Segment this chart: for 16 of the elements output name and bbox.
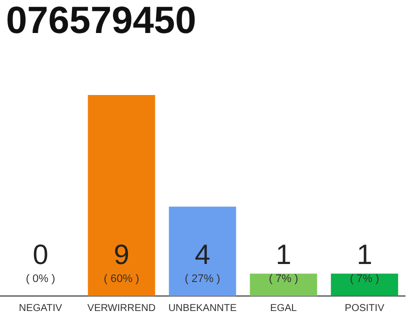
data-label: 9 — [114, 239, 130, 270]
x-tick-label: POSITIV — [344, 302, 385, 314]
x-tick-label: EGAL — [270, 302, 298, 314]
annotation: ( 27% ) — [184, 273, 220, 286]
chart-title: 076579450 — [6, 0, 196, 43]
annotation: ( 7% ) — [350, 273, 380, 286]
data-label: 1 — [276, 239, 292, 270]
annotation: ( 7% ) — [268, 273, 298, 286]
data-label: 1 — [356, 239, 372, 270]
annotation: ( 0% ) — [26, 273, 56, 286]
annotation: ( 60% ) — [104, 273, 140, 286]
x-tick-label: UNBEKANNTE — [168, 302, 237, 314]
x-tick-label: NEGATIV — [18, 302, 62, 314]
x-tick-label: VERWIRREND — [87, 302, 156, 314]
data-label: 0 — [32, 239, 48, 270]
data-label: 4 — [194, 239, 210, 270]
